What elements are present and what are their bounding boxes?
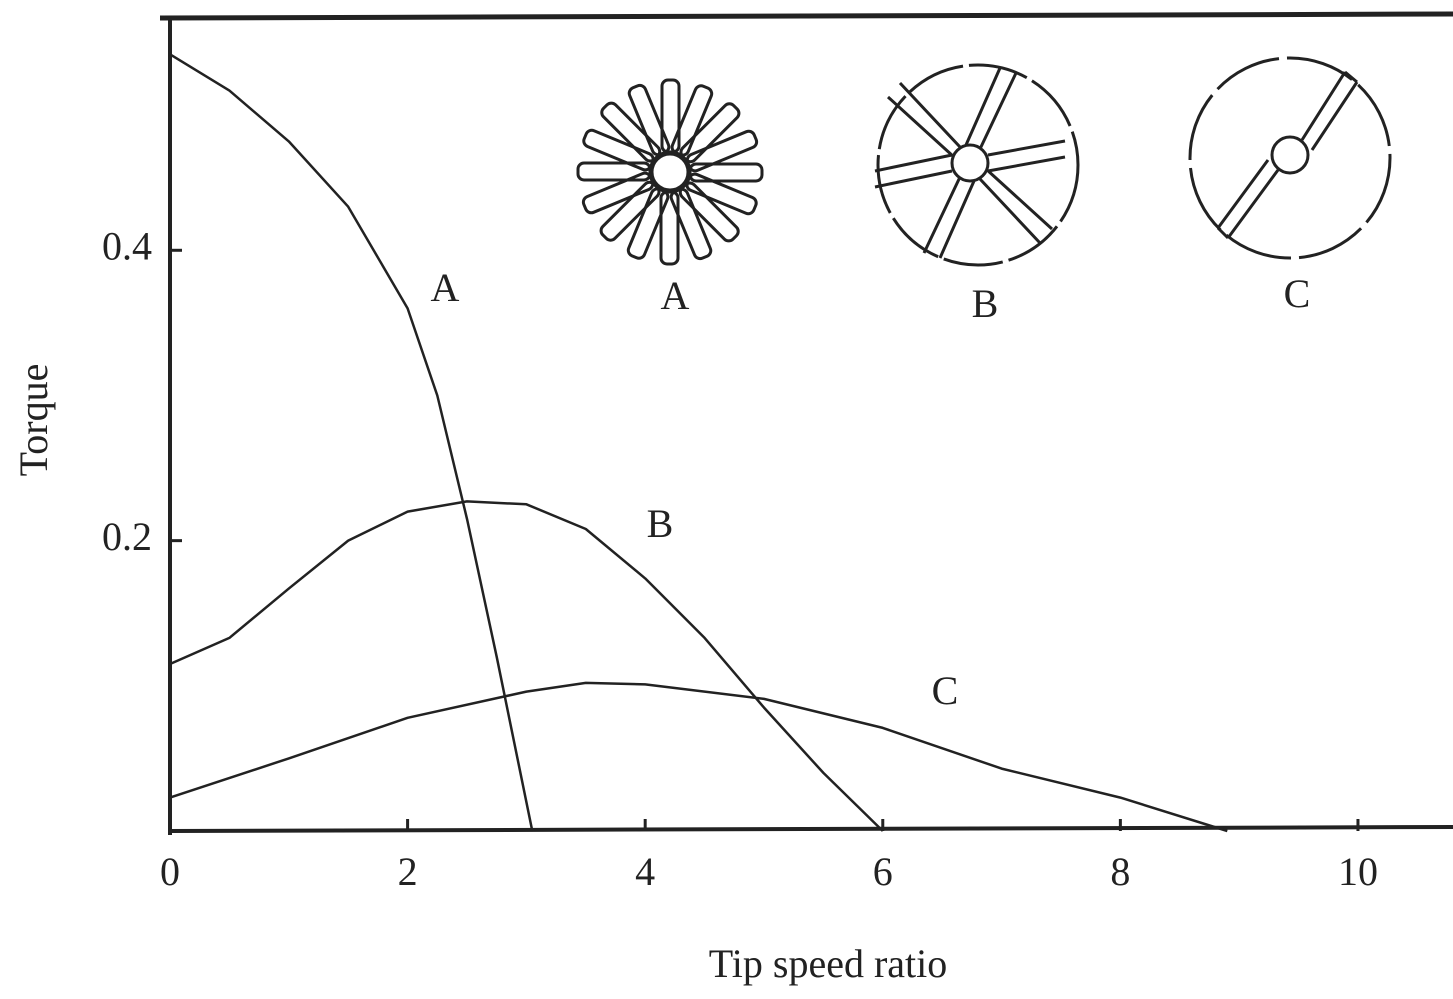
petal bbox=[582, 128, 655, 172]
petal bbox=[576, 161, 652, 182]
rotor-icon-c bbox=[1188, 56, 1392, 260]
x-tick-label: 10 bbox=[1338, 849, 1378, 894]
top-frame bbox=[159, 11, 1453, 21]
petal bbox=[627, 83, 671, 157]
y-tick-label: 0.4 bbox=[102, 223, 152, 268]
petal bbox=[685, 172, 758, 216]
x-tick-label: 2 bbox=[398, 849, 418, 894]
petal bbox=[669, 187, 713, 261]
rotor-icon-a bbox=[576, 78, 764, 266]
y-tick-label: 0.2 bbox=[102, 514, 152, 559]
petal bbox=[660, 78, 681, 154]
petal bbox=[581, 171, 655, 215]
petal bbox=[659, 190, 680, 266]
curve-label: C bbox=[932, 668, 959, 713]
y-axis-label: Torque bbox=[11, 364, 56, 477]
petal bbox=[600, 101, 662, 163]
petal bbox=[599, 180, 661, 242]
petal bbox=[679, 102, 741, 164]
x-tick-label: 6 bbox=[873, 849, 893, 894]
x-axis-label: Tip speed ratio bbox=[709, 941, 948, 986]
petal bbox=[688, 162, 764, 183]
petal bbox=[670, 84, 714, 157]
curve-label: A bbox=[431, 265, 460, 310]
x-tick-label: 4 bbox=[635, 849, 655, 894]
petal bbox=[678, 181, 740, 243]
curve bbox=[169, 53, 534, 832]
x-tick-label: 8 bbox=[1110, 849, 1130, 894]
curve bbox=[169, 681, 1228, 833]
petal bbox=[685, 129, 759, 173]
icon-label: B bbox=[972, 281, 999, 326]
x-axis bbox=[169, 825, 1453, 833]
curve-label: B bbox=[647, 501, 674, 546]
petal bbox=[626, 187, 670, 260]
curve bbox=[169, 500, 884, 832]
icon-label: C bbox=[1284, 271, 1311, 316]
x-tick-label: 0 bbox=[160, 849, 180, 894]
icon-label: A bbox=[661, 273, 690, 318]
rotor-icon-b bbox=[874, 63, 1080, 267]
